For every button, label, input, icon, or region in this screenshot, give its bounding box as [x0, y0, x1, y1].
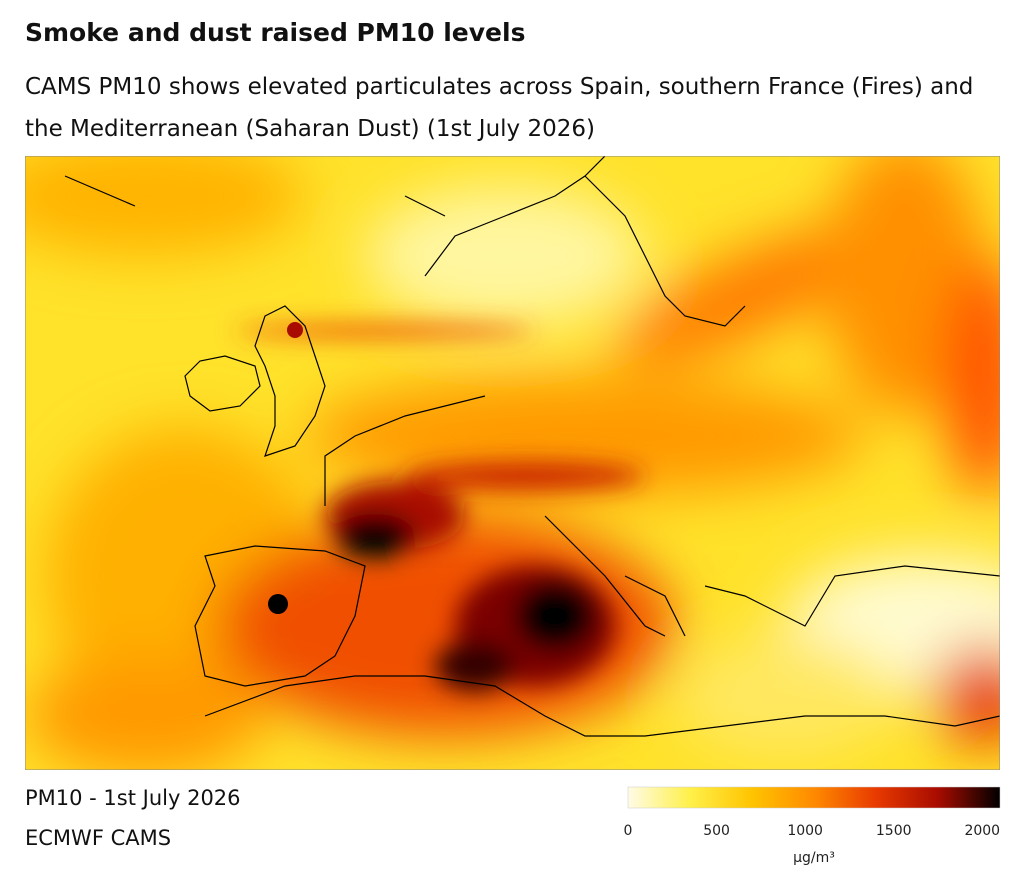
colorbar-tick-label: 1000: [787, 823, 823, 839]
colorbar-tick-label: 0: [624, 823, 633, 839]
subtitle: CAMS PM10 shows elevated particulates ac…: [25, 74, 974, 142]
colorbar-tick-label: 1500: [876, 823, 912, 839]
coastlines: [64, 156, 1000, 737]
pm10-field: [25, 156, 1000, 770]
map-caption: PM10 - 1st July 2026: [25, 786, 241, 810]
colorbar-tick-label: 2000: [964, 823, 1000, 839]
colorbar-tick-label: 500: [703, 823, 730, 839]
colorbar-ramp: [627, 786, 1001, 809]
colorbar: µg/m³ 0 500 1000 1500 2000: [624, 786, 1001, 866]
source: ECMWF CAMS: [25, 826, 172, 850]
colorbar-unit: µg/m³: [793, 850, 835, 866]
map: [25, 156, 1000, 770]
title: Smoke and dust raised PM10 levels: [25, 18, 526, 47]
